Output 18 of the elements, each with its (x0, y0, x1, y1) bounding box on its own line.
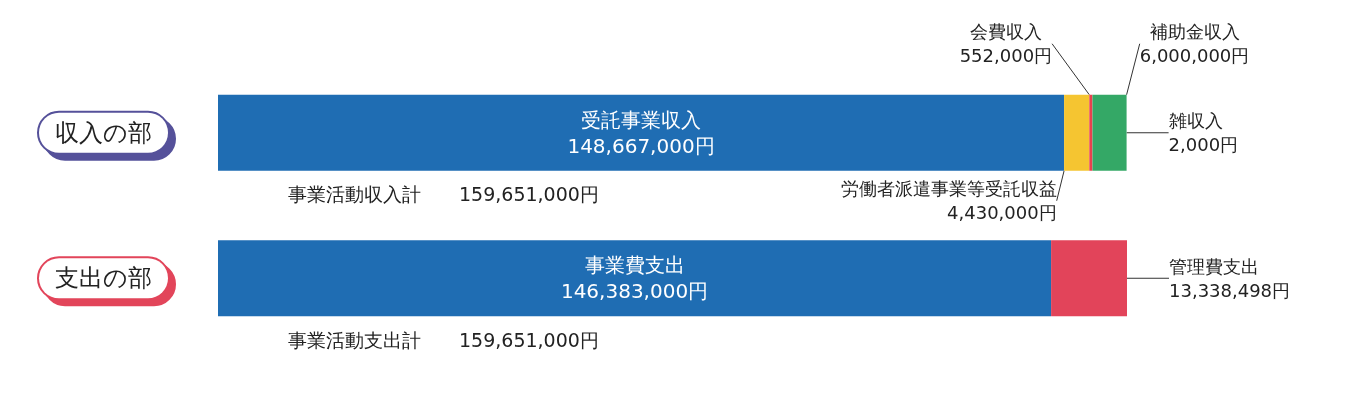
series-label: 受託事業収入 (581, 107, 702, 132)
total-label: 事業活動収入計 159,651,000円 (288, 183, 599, 206)
data-label: 13,338,498円 (1169, 279, 1291, 301)
data-label: 146,383,000円 (560, 279, 709, 304)
data-label: 148,667,000円 (567, 133, 715, 158)
text: 雑収入 (1168, 110, 1223, 132)
y-tick-label: 収入の部 (55, 118, 152, 147)
text: 補助金収入 (1149, 21, 1240, 43)
text: 管理費支出 (1169, 255, 1259, 277)
data-label: 552,000円 (959, 45, 1053, 67)
data-label: 2,000円 (1168, 134, 1239, 156)
series-label: 労働者派遣事業等受託収益 (840, 178, 1057, 200)
data-label: 6,000,000円 (1139, 45, 1250, 67)
text: 会費収入 (969, 21, 1042, 43)
y-tick-label: 支出の部 (55, 264, 152, 293)
total-label: 事業活動支出計 159,651,000円 (288, 328, 599, 351)
series-label: 事業費支出 (584, 253, 685, 278)
data-label: 4,430,000円 (947, 202, 1057, 224)
